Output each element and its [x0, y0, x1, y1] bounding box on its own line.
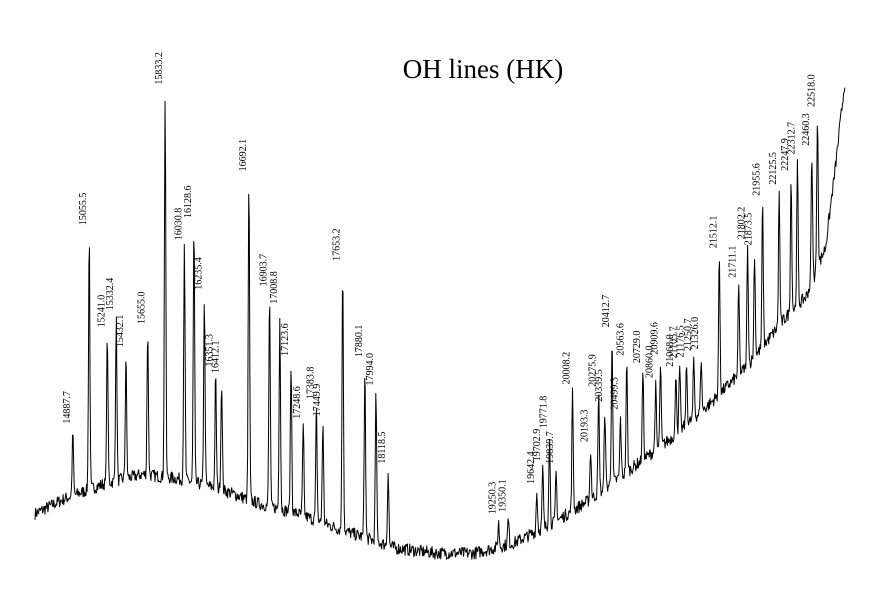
line-label: 20275.9 [588, 354, 599, 387]
line-label: 19642.4 [526, 451, 537, 484]
line-label: 22312.7 [786, 122, 797, 155]
line-label: 17008.8 [269, 271, 280, 304]
line-label: 17248.6 [292, 386, 303, 419]
line-label: 22518.0 [807, 74, 818, 107]
line-label: 21176.5 [676, 325, 687, 357]
line-label: 20563.6 [616, 323, 627, 356]
line-label: 21955.6 [752, 163, 763, 196]
line-label: 17449.9 [312, 384, 323, 417]
line-label: 20860.0 [645, 346, 656, 379]
line-label: 22125.5 [768, 152, 779, 185]
line-label: 21250.7 [683, 319, 694, 352]
line-label: 20008.2 [562, 352, 573, 385]
line-label: 16412.1 [211, 341, 222, 374]
line-label: 15241.0 [96, 295, 107, 328]
line-label: 16692.1 [238, 139, 249, 172]
line-label: 21873.5 [744, 213, 755, 246]
spectrum-line [34, 87, 846, 560]
line-label: 21105.7 [669, 326, 680, 358]
line-label: 19702.9 [532, 429, 543, 462]
line-label: 15833.2 [154, 52, 165, 85]
line-label: 15055.5 [78, 193, 89, 226]
line-label: 16128.6 [183, 186, 194, 219]
line-label: 19350.1 [497, 479, 508, 512]
line-label: 15655.0 [137, 292, 148, 325]
line-label: 17123.6 [280, 323, 291, 356]
line-label: 15432.1 [115, 315, 126, 348]
line-label: 21711.1 [728, 246, 739, 278]
line-label: 17383.8 [305, 367, 316, 400]
line-label: 21326.0 [690, 317, 701, 350]
line-label: 20339.5 [594, 369, 605, 402]
line-label: 20412.7 [601, 295, 612, 328]
line-label: 16351.3 [205, 334, 216, 367]
chart-title: OH lines (HK) [403, 54, 563, 84]
line-label: 20193.3 [580, 410, 591, 443]
line-label: 20499.3 [610, 377, 621, 410]
line-label: 17880.1 [354, 325, 365, 358]
line-label: 21802.2 [737, 207, 748, 240]
line-label: 16235.4 [193, 257, 204, 290]
line-label: 22460.3 [801, 113, 812, 146]
line-label: 19839.7 [545, 431, 556, 464]
line-label: 20909.6 [650, 322, 661, 355]
line-label: 19771.8 [539, 396, 550, 429]
line-label: 21068.0 [665, 334, 676, 367]
line-label: 22247.9 [780, 138, 791, 171]
line-label: 17994.0 [365, 353, 376, 386]
line-label: 15332.4 [105, 278, 116, 311]
line-label: 16030.8 [173, 208, 184, 241]
line-label: 18118.5 [377, 431, 388, 463]
line-label: 19250.3 [488, 482, 499, 515]
line-label: 16903.7 [259, 254, 270, 287]
line-label: 21512.1 [708, 216, 719, 249]
line-label: 20729.0 [632, 331, 643, 364]
line-label: 14887.7 [62, 391, 73, 424]
line-label: 17653.2 [332, 228, 343, 261]
